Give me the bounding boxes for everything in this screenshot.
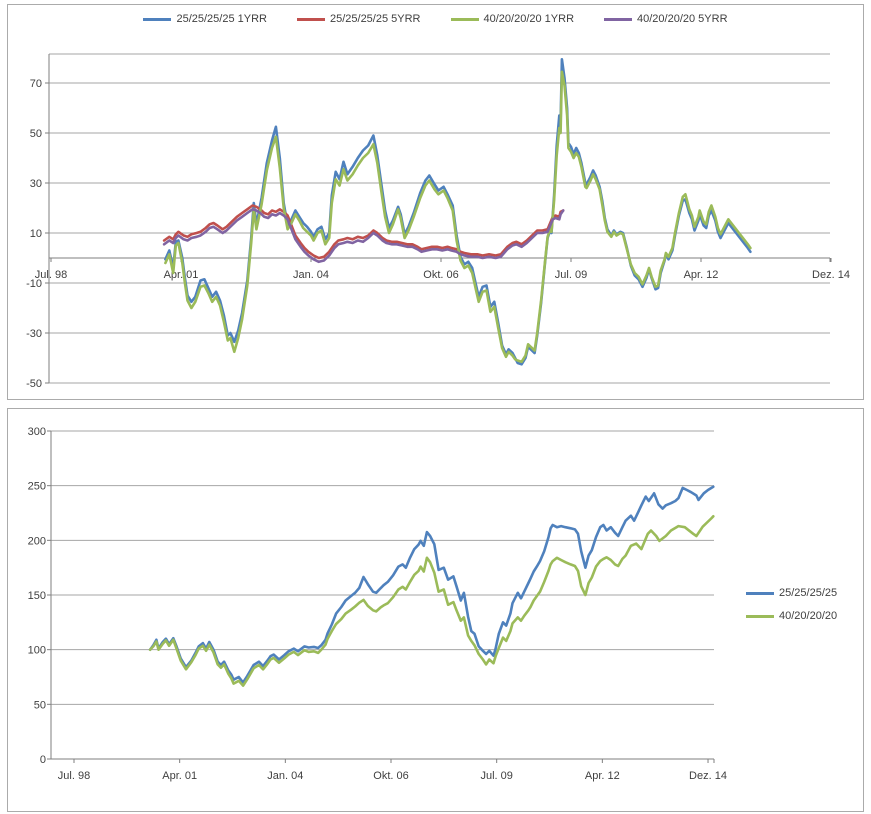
y-axis-tick-label: 50	[34, 699, 46, 711]
x-axis-tick-label: Apr. 01	[162, 770, 197, 782]
rolling-returns-plot: 70 50 30 10 -10 -30 -50 Jul. 98 Apr. 01 Jan. 04 Ok…	[26, 53, 850, 390]
legend-item-25-25-25-25-5yrr[interactable]: 25/25/25/25 5YRR	[296, 13, 421, 25]
x-axis-tick-label: Apr. 12	[684, 269, 719, 281]
y-axis-tick-label: 30	[30, 178, 42, 190]
legend-item-40-20-20-20-1yrr[interactable]: 40/20/20/20 1YRR	[450, 13, 575, 25]
x-axis-tick-label: Apr. 01	[164, 269, 199, 281]
x-axis-tick-label: Okt. 06	[373, 770, 408, 782]
y-axis-tick-label: -30	[26, 328, 42, 340]
legend-item-25-25-25-25-1yrr[interactable]: 25/25/25/25 1YRR	[143, 13, 267, 25]
x-axis-tick-label: Jan. 04	[267, 770, 303, 782]
legend-item-40-20-20-20[interactable]: 40/20/20/20	[746, 610, 837, 622]
y-axis-tick-label: -10	[26, 278, 42, 290]
x-axis-tick-label: Jul. 98	[35, 269, 67, 281]
legend-line-sample	[604, 17, 633, 21]
legend-line-sample	[746, 591, 774, 595]
x-axis-tick-label: Jan. 04	[293, 269, 329, 281]
x-axis-tick-label: Dez. 14	[812, 269, 850, 281]
y-axis-tick-label: 250	[28, 481, 46, 493]
legend-label: 40/20/20/20 1YRR	[483, 13, 575, 25]
legend-label: 25/25/25/25	[779, 587, 838, 599]
rolling-returns-legend: 25/25/25/25 1YRR 25/25/25/25 5YRR 40/20/20…	[8, 13, 863, 25]
series-line-40-20-20-20[interactable]	[148, 515, 715, 688]
legend-label: 40/20/20/20	[779, 610, 838, 622]
legend-item-40-20-20-20-5yrr[interactable]: 40/20/20/20 5YRR	[604, 13, 728, 25]
series-line-40-20-20-20-1yrr[interactable]	[164, 70, 752, 364]
y-axis-tick-label: 300	[28, 426, 46, 438]
y-axis-tick-label: 70	[30, 78, 42, 90]
legend-line-sample	[450, 17, 479, 21]
legend-label: 40/20/20/20 5YRR	[637, 13, 728, 25]
x-axis-tick-label: Jul. 98	[58, 770, 90, 782]
legend-label: 25/25/25/25 5YRR	[329, 13, 421, 25]
x-axis-tick-label: Okt. 06	[423, 269, 458, 281]
series-line-40-20-20-20-5yrr[interactable]	[162, 208, 565, 264]
cumulative-performance-plot: 300 250 200 150 100 50 0 Jul. 98 Apr. 01 Jan. 04 O…	[28, 426, 727, 782]
legend-line-sample	[296, 17, 325, 21]
y-axis-tick-label: -50	[26, 378, 42, 390]
legend-line-sample	[143, 17, 172, 21]
series-line-25-25-25-25[interactable]	[148, 485, 715, 684]
y-axis-tick-label: 200	[28, 535, 46, 547]
x-axis-tick-label: Dez. 14	[689, 770, 727, 782]
legend-item-25-25-25-25[interactable]: 25/25/25/25	[746, 587, 837, 599]
y-axis-tick-label: 50	[30, 128, 42, 140]
y-axis-tick-label: 10	[30, 228, 42, 240]
rolling-returns-chart-panel[interactable]: 70 50 30 10 -10 -30 -50 Jul. 98 Apr. 01 Jan. 04 Ok…	[7, 4, 864, 400]
cumulative-performance-chart-panel[interactable]: 300 250 200 150 100 50 0 Jul. 98 Apr. 01 Jan. 04 O…	[7, 408, 864, 812]
x-axis-tick-label: Jul. 09	[480, 770, 512, 782]
legend-label: 25/25/25/25 1YRR	[176, 13, 267, 25]
series-line-25-25-25-25-5yrr[interactable]	[162, 204, 565, 260]
legend-line-sample	[746, 614, 774, 618]
y-axis-tick-label: 150	[28, 590, 46, 602]
x-axis-tick-label: Apr. 12	[585, 770, 620, 782]
x-axis-tick-label: Jul. 09	[555, 269, 587, 281]
y-axis-tick-label: 0	[40, 754, 46, 766]
y-axis-tick-label: 100	[28, 645, 46, 657]
cumulative-performance-legend: 25/25/25/25 40/20/20/20	[746, 587, 837, 633]
